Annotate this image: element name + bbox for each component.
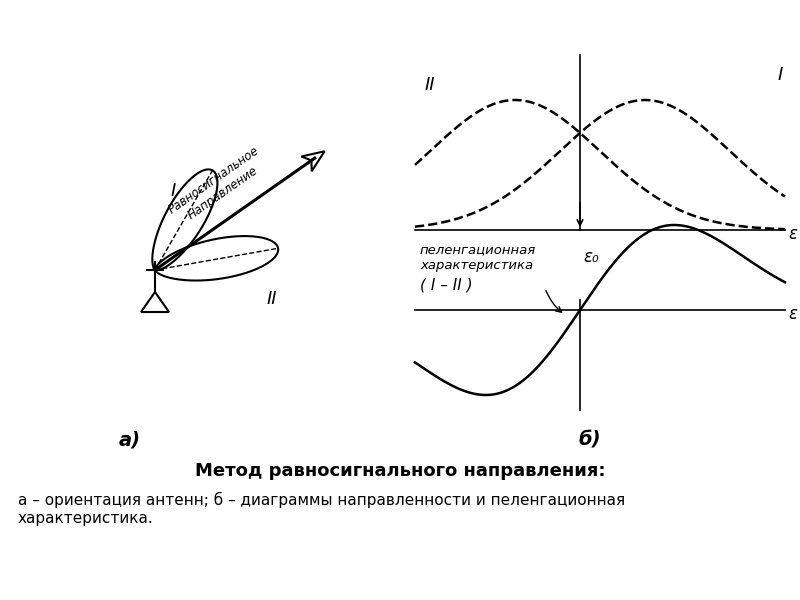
- Text: пеленгационная: пеленгационная: [420, 244, 536, 257]
- Text: Метод равносигнального направления:: Метод равносигнального направления:: [194, 462, 606, 480]
- Text: ε₀: ε₀: [583, 248, 598, 266]
- Text: I: I: [170, 182, 176, 200]
- Text: ( I – II ): ( I – II ): [420, 277, 473, 292]
- Text: ε: ε: [788, 305, 797, 323]
- Text: характеристика: характеристика: [420, 259, 533, 271]
- Polygon shape: [302, 151, 325, 171]
- Text: б): б): [578, 430, 602, 449]
- Text: I: I: [778, 66, 782, 84]
- Text: II: II: [266, 290, 277, 308]
- Text: а): а): [119, 430, 141, 449]
- Text: ε: ε: [788, 225, 797, 243]
- Text: а – ориентация антенн; б – диаграммы направленности и пеленгационная
характерист: а – ориентация антенн; б – диаграммы нап…: [18, 492, 625, 526]
- Text: II: II: [425, 76, 435, 94]
- Text: Равносигнальное
Направление: Равносигнальное Направление: [166, 144, 270, 229]
